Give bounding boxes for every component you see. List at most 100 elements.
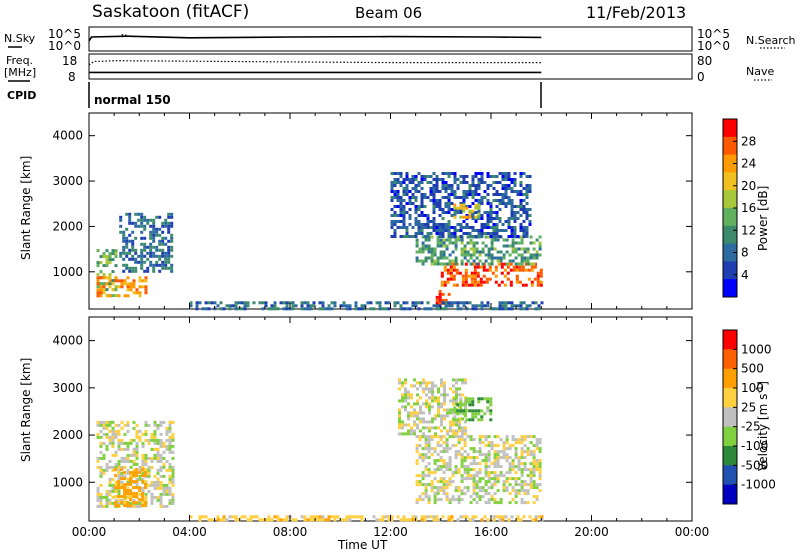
heatmap-cell xyxy=(152,218,156,222)
heatmap-cell xyxy=(514,250,518,254)
heatmap-cell xyxy=(99,255,103,259)
ytick-label: 2000 xyxy=(52,428,83,442)
heatmap-cell xyxy=(440,283,444,287)
heatmap-cell xyxy=(448,501,452,505)
heatmap-cell xyxy=(120,420,124,424)
heatmap-cell xyxy=(448,498,452,502)
heatmap-cell xyxy=(401,381,404,385)
heatmap-cell xyxy=(234,301,238,305)
heatmap-cell xyxy=(469,435,473,439)
heatmap-cell xyxy=(402,217,406,220)
heatmap-cell xyxy=(475,462,479,466)
heatmap-cell xyxy=(152,230,156,234)
heatmap-cell xyxy=(445,262,449,266)
heatmap-cell xyxy=(143,260,147,264)
heatmap-cell xyxy=(155,233,159,237)
heatmap-cell xyxy=(420,518,424,522)
heatmap-cell xyxy=(513,214,517,217)
heatmap-cell xyxy=(504,193,508,196)
heatmap-cell xyxy=(167,224,171,228)
heatmap-cell xyxy=(165,492,169,496)
heatmap-cell xyxy=(480,304,484,308)
heatmap-cell xyxy=(264,304,268,308)
heatmap-cell xyxy=(279,518,283,522)
heatmap-cell xyxy=(490,241,494,245)
heatmap-cell xyxy=(225,304,229,308)
heatmap-cell xyxy=(498,199,502,202)
heatmap-cell xyxy=(464,274,468,278)
heatmap-cell xyxy=(512,265,516,269)
heatmap-cell xyxy=(123,486,127,490)
xtick-label: 20:00 xyxy=(574,525,609,539)
heatmap-cell xyxy=(135,495,139,499)
heatmap-cell xyxy=(436,486,440,490)
heatmap-cell xyxy=(487,486,491,490)
heatmap-cell xyxy=(414,235,418,238)
heatmap-cell xyxy=(165,432,169,436)
heatmap-cell xyxy=(339,304,343,308)
heatmap-cell xyxy=(423,178,427,181)
heatmap-cell xyxy=(170,233,174,237)
heatmap-cell xyxy=(465,307,469,311)
heatmap-cell xyxy=(424,259,428,263)
heatmap-cell xyxy=(454,444,458,448)
heatmap-cell xyxy=(415,462,419,466)
heatmap-cell xyxy=(158,263,162,267)
heatmap-cell xyxy=(102,456,106,460)
heatmap-cell xyxy=(435,199,439,202)
heatmap-cell xyxy=(484,456,488,460)
heatmap-cell xyxy=(453,235,457,238)
heatmap-cell xyxy=(463,477,467,481)
heatmap-cell xyxy=(457,501,461,505)
heatmap-cell xyxy=(471,307,475,311)
heatmap-cell xyxy=(445,256,449,260)
heatmap-cell xyxy=(393,235,397,238)
heatmap-cell xyxy=(170,254,174,258)
heatmap-cell xyxy=(526,489,530,493)
colorbar-tick-label: 25 xyxy=(741,400,756,414)
heatmap-cell xyxy=(464,378,467,382)
heatmap-cell xyxy=(435,187,439,190)
heatmap-cell xyxy=(261,518,265,522)
ytick-label: 3000 xyxy=(52,174,83,188)
heatmap-cell xyxy=(141,279,145,283)
heatmap-cell xyxy=(533,265,537,269)
heatmap-cell xyxy=(126,471,130,475)
heatmap-cell xyxy=(520,498,524,502)
heatmap-cell xyxy=(513,229,517,232)
heatmap-cell xyxy=(463,256,467,260)
heatmap-cell xyxy=(454,456,458,460)
heatmap-cell xyxy=(164,257,168,261)
heatmap-cell xyxy=(539,280,543,284)
heatmap-cell xyxy=(498,202,502,205)
heatmap-cell xyxy=(156,483,160,487)
heatmap-cell xyxy=(453,175,457,178)
heatmap-cell xyxy=(399,175,403,178)
heatmap-cell xyxy=(508,456,512,460)
heatmap-cell xyxy=(431,393,434,397)
heatmap-cell xyxy=(390,172,394,175)
heatmap-cell xyxy=(300,307,304,311)
heatmap-cell xyxy=(492,193,496,196)
heatmap-cell xyxy=(445,450,449,454)
colorbar-tick-label: 12 xyxy=(741,223,756,237)
xtick-label: 16:00 xyxy=(474,525,509,539)
heatmap-cell xyxy=(517,483,521,487)
heatmap-cell xyxy=(480,175,484,178)
heatmap-cell xyxy=(414,199,418,202)
heatmap-cell xyxy=(495,214,499,217)
heatmap-cell xyxy=(120,447,124,451)
heatmap-cell xyxy=(525,196,529,199)
heatmap-cell xyxy=(324,307,328,311)
heatmap-cell xyxy=(535,498,539,502)
heatmap-cell xyxy=(421,471,425,475)
heatmap-cell xyxy=(102,423,106,427)
heatmap-cell xyxy=(141,498,145,502)
heatmap-cell xyxy=(119,230,123,234)
heatmap-cell xyxy=(171,450,175,454)
heatmap-cell xyxy=(475,486,479,490)
heatmap-cell xyxy=(117,483,121,487)
heatmap-cell xyxy=(540,301,544,305)
heatmap-cell xyxy=(294,304,298,308)
heatmap-cell xyxy=(416,402,419,406)
